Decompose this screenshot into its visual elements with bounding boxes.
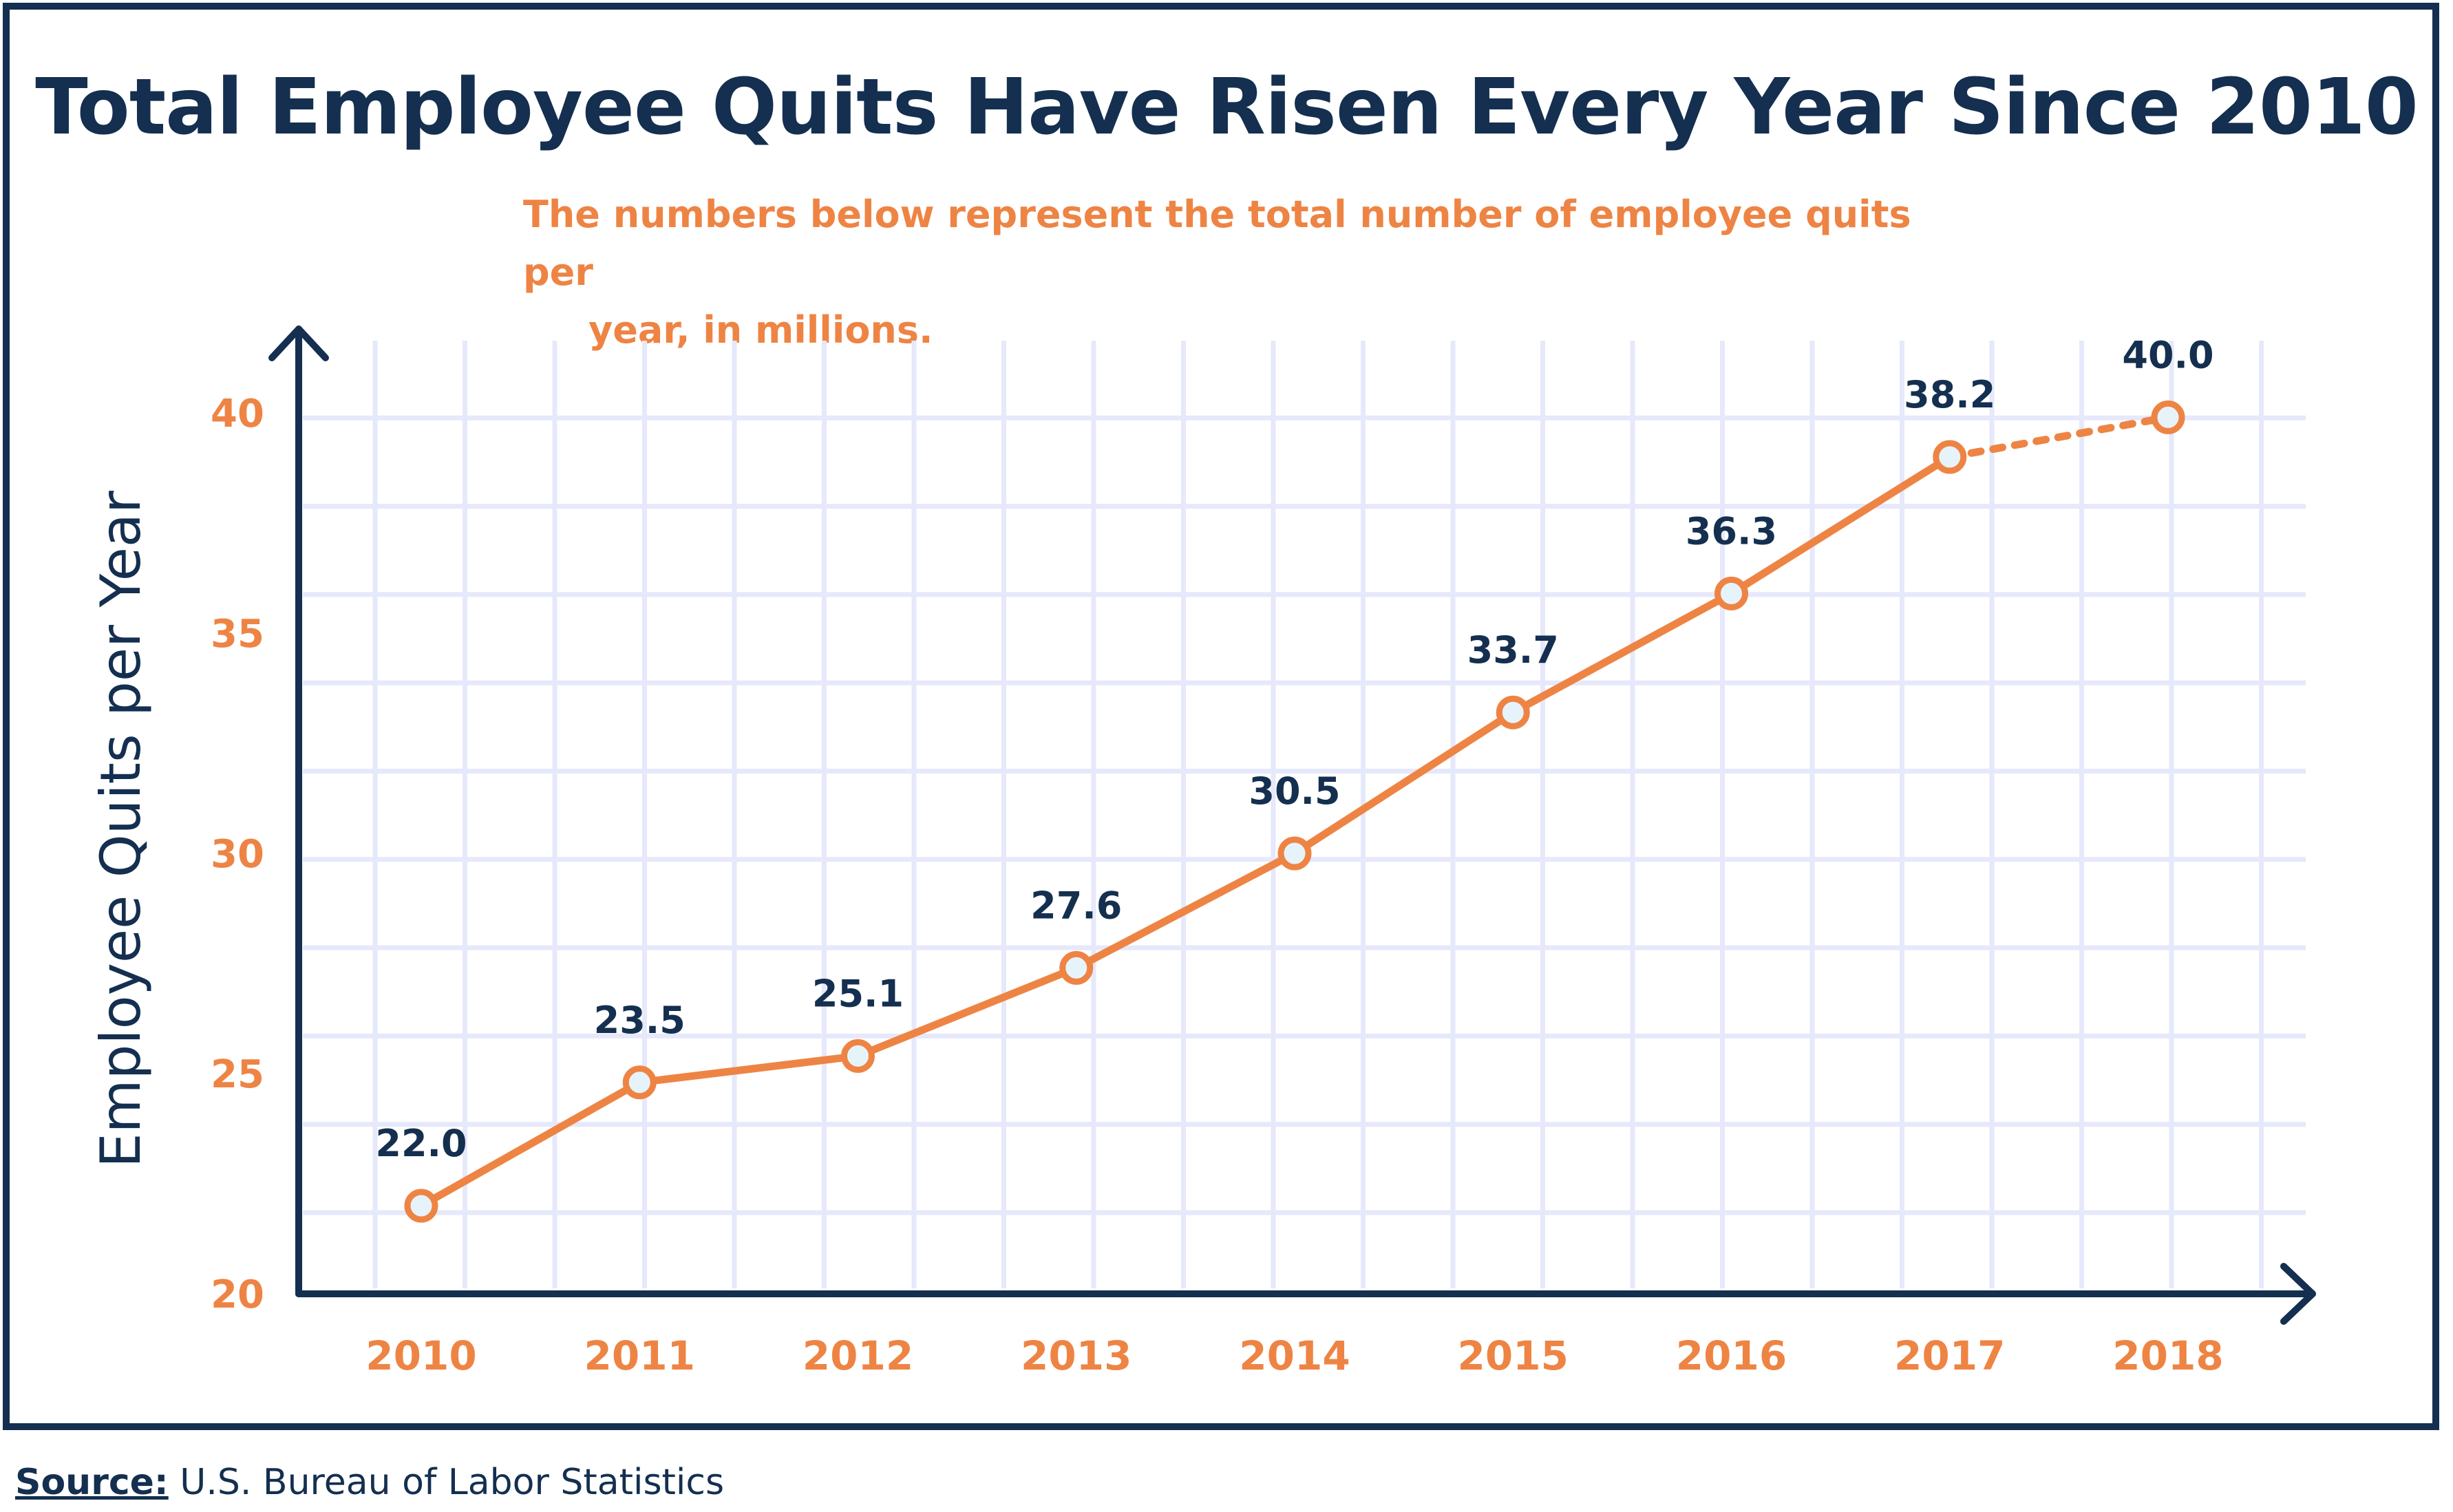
y-tick-label: 25 (211, 1052, 264, 1097)
line-segment (1072, 849, 1299, 972)
data-point (404, 1189, 438, 1223)
x-axis-arrow (2280, 1263, 2316, 1325)
data-label: 40.0 (2122, 333, 2213, 376)
line-segment (1509, 589, 1735, 716)
data-label: 33.7 (1467, 628, 1559, 672)
y-tick-label: 20 (211, 1273, 264, 1317)
data-label: 23.5 (594, 999, 686, 1042)
data-labels: 22.0 23.5 25.1 27.6 30.5 33.7 36.3 38.2 40.0 (375, 333, 2213, 1165)
x-tick-label: 2018 (2112, 1332, 2223, 1379)
data-point (2151, 400, 2185, 434)
data-label: 36.3 (1686, 509, 1777, 553)
x-tick-label: 2010 (365, 1332, 476, 1379)
y-axis-arrow (268, 326, 329, 361)
x-tick-label: 2011 (584, 1332, 695, 1379)
x-tick-label: 2016 (1676, 1332, 1787, 1379)
tick-labels: 20 25 30 35 40 2010 2011 2012 2013 2014 2015 2016 20… (211, 392, 2224, 1379)
data-label: 22.0 (375, 1122, 467, 1165)
data-point (841, 1039, 875, 1073)
data-point (1277, 836, 1312, 871)
series-line (417, 413, 2172, 1210)
x-tick-label: 2014 (1239, 1332, 1350, 1379)
line-segment (854, 963, 1081, 1060)
data-point (1496, 695, 1530, 730)
chart-subtitle: The numbers below represent the total nu… (523, 186, 1968, 359)
y-tick-label: 35 (211, 612, 264, 657)
data-label: 25.1 (812, 972, 904, 1015)
line-segment (635, 1052, 862, 1087)
chart-frame (3, 3, 2439, 1430)
line-segment (1728, 453, 1954, 597)
data-label: 27.6 (1030, 884, 1122, 927)
x-tick-label: 2015 (1458, 1332, 1569, 1379)
data-point (1933, 440, 1967, 474)
chart-title: Total Employee Quits Have Risen Every Ye… (35, 63, 2419, 152)
axes (268, 326, 2316, 1325)
data-point (1059, 950, 1094, 985)
line-segment (417, 1078, 644, 1210)
data-point (622, 1065, 657, 1100)
x-tick-label: 2012 (803, 1332, 913, 1379)
x-tick-label: 2013 (1021, 1332, 1132, 1379)
subtitle-line-1: The numbers below represent the total nu… (523, 193, 1911, 294)
data-label: 30.5 (1249, 769, 1340, 813)
data-point (1714, 576, 1748, 610)
grid (303, 341, 2306, 1288)
data-label: 38.2 (1904, 373, 1995, 416)
x-tick-label: 2017 (1894, 1332, 2005, 1379)
data-points (404, 400, 2185, 1223)
source-note: Source: U.S. Bureau of Labor Statistics (15, 1465, 724, 1500)
y-tick-label: 40 (211, 392, 264, 436)
line-segment (1291, 708, 1517, 858)
source-label: Source: (15, 1462, 169, 1503)
y-tick-label: 30 (211, 832, 264, 877)
line-segment-dashed (1946, 413, 2172, 461)
source-text: U.S. Bureau of Labor Statistics (168, 1462, 725, 1503)
